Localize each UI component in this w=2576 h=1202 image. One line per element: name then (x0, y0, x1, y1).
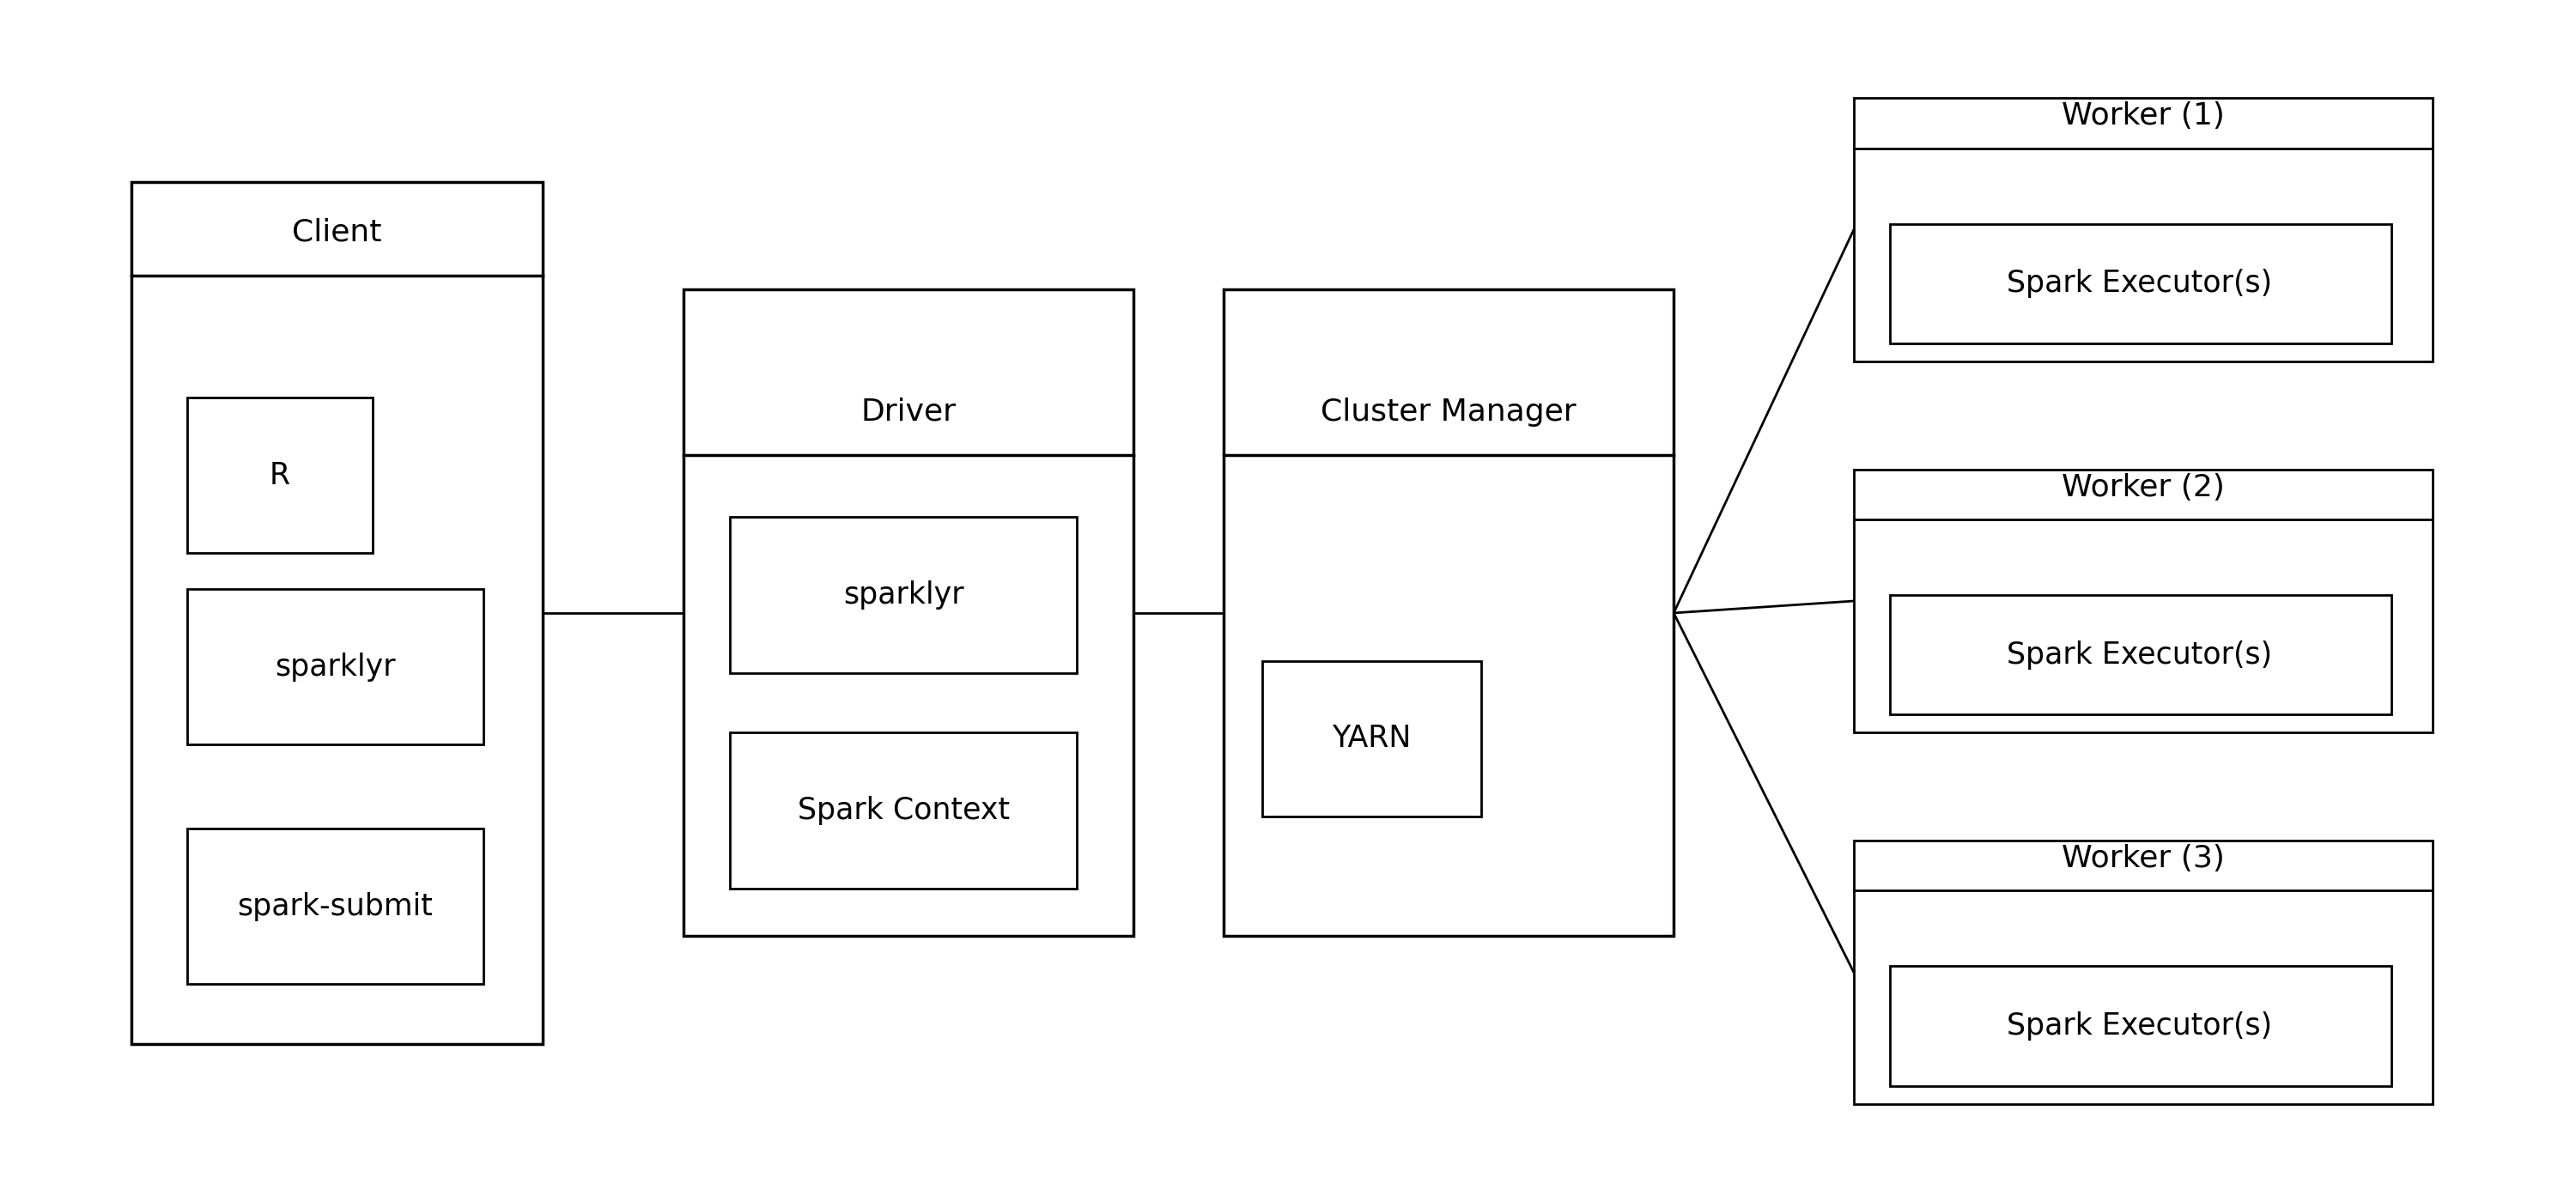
Text: Worker (1): Worker (1) (2061, 101, 2226, 131)
FancyBboxPatch shape (1224, 290, 1674, 936)
Text: Worker (2): Worker (2) (2061, 472, 2226, 502)
FancyBboxPatch shape (683, 290, 1133, 936)
FancyBboxPatch shape (729, 733, 1077, 888)
Text: sparklyr: sparklyr (842, 581, 963, 609)
FancyBboxPatch shape (1891, 966, 2391, 1085)
FancyBboxPatch shape (188, 589, 484, 745)
FancyBboxPatch shape (131, 182, 544, 1045)
FancyBboxPatch shape (1855, 99, 2432, 362)
FancyBboxPatch shape (1891, 224, 2391, 344)
Text: Client: Client (291, 218, 381, 246)
Text: sparklyr: sparklyr (276, 653, 397, 682)
Text: R: R (270, 460, 291, 490)
FancyBboxPatch shape (1855, 469, 2432, 733)
Text: Worker (3): Worker (3) (2061, 844, 2226, 873)
FancyBboxPatch shape (188, 828, 484, 984)
FancyBboxPatch shape (729, 517, 1077, 673)
FancyBboxPatch shape (1262, 661, 1481, 816)
Text: Spark Executor(s): Spark Executor(s) (2007, 1011, 2272, 1041)
Text: Driver: Driver (860, 397, 956, 427)
Text: Spark Context: Spark Context (799, 796, 1010, 825)
Text: spark-submit: spark-submit (237, 892, 433, 921)
Text: Spark Executor(s): Spark Executor(s) (2007, 269, 2272, 298)
FancyBboxPatch shape (1891, 595, 2391, 715)
Text: Cluster Manager: Cluster Manager (1321, 397, 1577, 427)
FancyBboxPatch shape (188, 398, 374, 553)
FancyBboxPatch shape (1855, 840, 2432, 1103)
Text: Spark Executor(s): Spark Executor(s) (2007, 641, 2272, 670)
Text: YARN: YARN (1332, 724, 1412, 754)
